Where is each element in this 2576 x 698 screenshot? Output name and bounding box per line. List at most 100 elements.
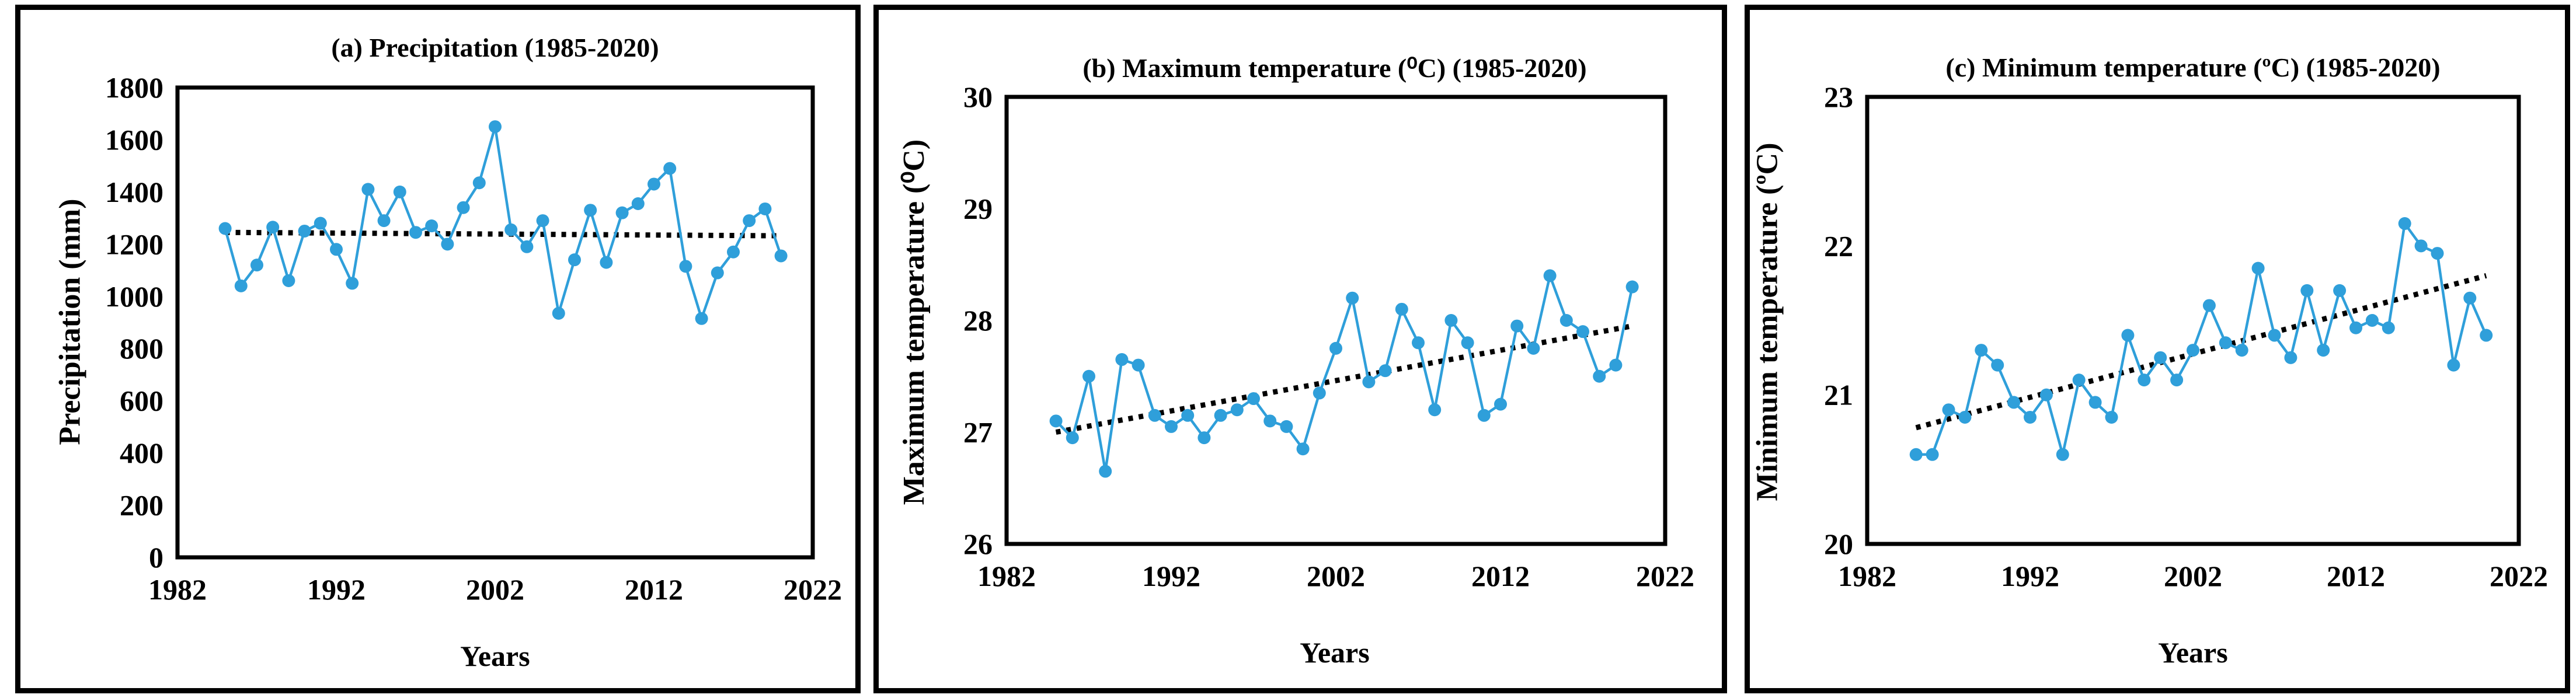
x-axis-title: Years <box>2158 636 2228 669</box>
data-point <box>2431 247 2444 260</box>
data-line <box>224 125 782 320</box>
data-point <box>2365 314 2379 327</box>
data-point <box>2154 351 2167 364</box>
data-point <box>1362 375 1376 389</box>
data-point <box>2317 344 2330 357</box>
data-point <box>1395 302 1408 316</box>
y-tick-label: 28 <box>963 304 993 337</box>
y-tick-label: 1600 <box>105 123 163 156</box>
data-point <box>2333 284 2347 297</box>
data-point <box>2072 374 2086 387</box>
data-point <box>1148 409 1161 422</box>
data-point <box>1593 369 1606 383</box>
plot-frame <box>1865 95 2521 546</box>
trend-line <box>225 229 781 239</box>
data-point <box>1230 403 1244 417</box>
data-point <box>631 197 645 211</box>
data-point <box>2480 329 2493 342</box>
data-point <box>2463 291 2477 305</box>
panel-min-temperature: (c) Minimum temperature (ºC) (1985-2020)… <box>1745 5 2570 693</box>
data-point <box>2219 336 2232 350</box>
data-point <box>1958 410 1972 424</box>
data-point <box>1609 358 1623 372</box>
y-tick-label: 21 <box>1824 379 1853 411</box>
data-point <box>1346 291 1359 305</box>
y-tick-label: 800 <box>120 332 163 365</box>
data-point <box>1198 431 1211 445</box>
data-point <box>727 245 740 259</box>
x-tick-label: 1982 <box>1838 560 1896 592</box>
panel-precipitation: (a) Precipitation (1985-2020) Precipitat… <box>15 5 861 693</box>
data-point <box>1066 431 1079 445</box>
data-point <box>1909 448 1923 461</box>
data-point <box>441 238 454 251</box>
data-point <box>1247 392 1260 406</box>
data-point <box>1132 358 1145 372</box>
chart-title: (c) Minimum temperature (ºC) (1985-2020) <box>1945 53 2441 82</box>
data-point <box>346 277 359 290</box>
data-point <box>2088 396 2102 409</box>
data-point <box>330 243 343 256</box>
data-point <box>520 240 534 253</box>
x-tick-label: 2002 <box>1307 560 1365 592</box>
data-point <box>1313 386 1326 400</box>
data-point <box>2447 358 2460 372</box>
data-point <box>1280 420 1293 433</box>
data-point <box>711 266 724 280</box>
data-point <box>504 223 518 236</box>
data-point <box>234 279 248 292</box>
data-point <box>1942 403 1955 417</box>
data-point <box>584 204 597 217</box>
chart-title: (b) Maximum temperature (⁰C) (1985-2020) <box>1082 53 1587 83</box>
data-line <box>1054 274 1634 473</box>
y-tick-label: 20 <box>1824 528 1853 560</box>
panel-max-temperature: (b) Maximum temperature (⁰C) (1985-2020)… <box>873 5 1727 693</box>
data-point <box>1412 336 1425 350</box>
data-point <box>1991 358 2004 372</box>
x-tick-label: 2022 <box>1636 560 1694 592</box>
y-tick-label: 1200 <box>105 228 163 260</box>
data-point <box>1527 341 1540 355</box>
y-tick-label: 26 <box>963 528 993 560</box>
data-point <box>2007 396 2021 409</box>
data-point <box>218 222 232 235</box>
y-tick-label: 30 <box>963 81 993 113</box>
data-point <box>2138 374 2151 387</box>
x-tick-label: 2012 <box>625 573 683 606</box>
data-point <box>2170 374 2184 387</box>
x-tick-label: 1992 <box>2001 560 2059 592</box>
data-point <box>1559 314 1573 327</box>
data-point <box>1975 344 1988 357</box>
x-tick-label: 2012 <box>1471 560 1530 592</box>
data-point <box>489 120 502 134</box>
data-point <box>314 217 327 230</box>
data-point <box>2024 410 2037 424</box>
plot-frame <box>175 85 815 560</box>
data-point <box>377 214 391 228</box>
y-tick-label: 600 <box>120 385 163 417</box>
data-point <box>409 226 422 239</box>
data-point <box>1625 280 1639 294</box>
data-point <box>425 219 438 233</box>
min-temperature-chart: 20 21 22 23 1982 1992 2002 2012 2022 <box>1824 81 2548 592</box>
data-point <box>1428 403 1442 417</box>
data-point <box>457 201 470 214</box>
x-axis-title: Years <box>1300 636 1370 669</box>
data-point <box>1329 341 1342 355</box>
x-tick-label: 1982 <box>148 573 207 606</box>
y-tick-label: 22 <box>1824 229 1853 262</box>
x-axis-title: Years <box>460 640 530 672</box>
data-point <box>600 256 613 269</box>
data-point <box>1263 414 1277 428</box>
x-tick-label: 2022 <box>2490 560 2548 592</box>
data-point <box>1378 364 1392 378</box>
data-point <box>1510 319 1524 333</box>
data-point <box>679 260 692 273</box>
data-point <box>743 214 756 228</box>
data-point <box>2300 284 2314 297</box>
data-point <box>2039 388 2053 402</box>
y-tick-label: 1800 <box>105 71 163 104</box>
data-point <box>2251 261 2265 275</box>
data-point <box>663 162 677 175</box>
